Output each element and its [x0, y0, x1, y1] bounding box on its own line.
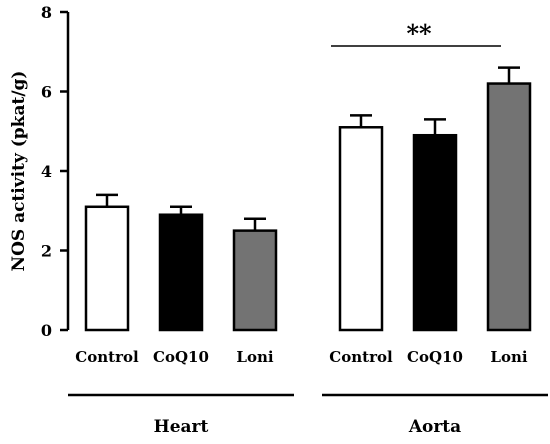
bar-aorta-control: [338, 126, 384, 332]
y-tick-label: 2: [41, 242, 52, 261]
category-labels: Control CoQ10 Loni Control CoQ10 Loni: [75, 348, 528, 366]
y-axis-title: NOS activity (pkat/g): [9, 71, 29, 272]
y-axis: 0 2 4 6 8: [41, 3, 70, 340]
y-tick-label: 0: [41, 321, 52, 340]
category-label: Loni: [236, 348, 273, 366]
bar-heart-loni: [232, 229, 278, 332]
bar-heart-control: [84, 205, 130, 332]
y-tick-label: 4: [41, 162, 52, 181]
bar-heart-coq10: [158, 213, 204, 332]
category-label: Loni: [490, 348, 527, 366]
bar-aorta-coq10: [412, 133, 458, 332]
group-label-aorta: Aorta: [408, 417, 461, 437]
bars: [84, 66, 532, 332]
bar-aorta-loni: [486, 82, 532, 332]
group-label-heart: Heart: [154, 417, 209, 437]
group-labels: Heart Aorta: [68, 393, 548, 437]
significance-label: **: [406, 19, 432, 48]
y-tick-label: 8: [41, 3, 52, 22]
category-label: CoQ10: [153, 348, 209, 366]
significance-bracket: **: [331, 19, 501, 48]
category-label: Control: [329, 348, 393, 366]
y-tick-label: 6: [41, 83, 52, 102]
y-axis-ticks: 0 2 4 6 8: [41, 3, 68, 340]
category-label: CoQ10: [407, 348, 463, 366]
category-label: Control: [75, 348, 139, 366]
